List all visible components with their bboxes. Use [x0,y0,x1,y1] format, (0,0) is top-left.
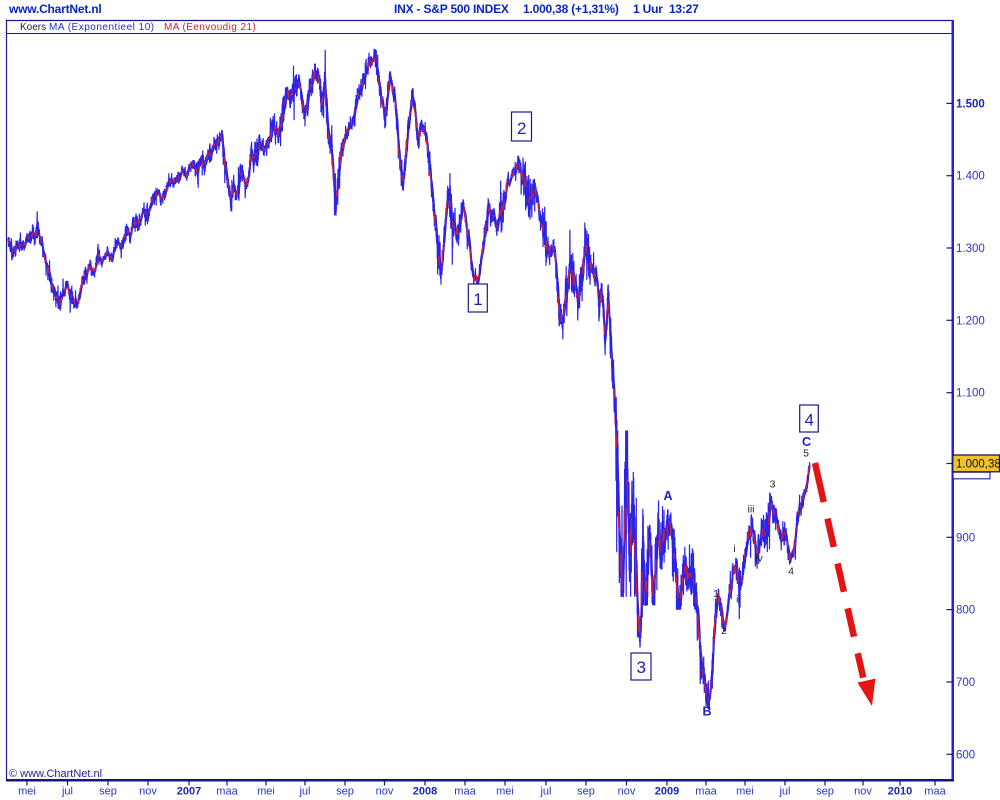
svg-text:600: 600 [956,749,975,761]
svg-text:maa: maa [695,786,717,798]
svg-text:3: 3 [770,479,776,491]
svg-text:mei: mei [257,786,275,798]
svg-text:2008: 2008 [413,786,437,798]
svg-text:4: 4 [804,411,813,430]
svg-text:maa: maa [454,786,476,798]
svg-text:jul: jul [61,786,73,798]
svg-text:sep: sep [816,786,834,798]
svg-text:1: 1 [713,588,719,600]
svg-text:sep: sep [336,786,354,798]
svg-text:1: 1 [473,290,482,309]
svg-text:jul: jul [298,786,310,798]
svg-text:sep: sep [577,786,595,798]
svg-text:sep: sep [99,786,117,798]
svg-text:Koers: Koers [20,22,46,33]
svg-text:2009: 2009 [655,786,679,798]
svg-text:ii: ii [736,594,741,606]
svg-text:iii: iii [748,504,755,516]
svg-text:jul: jul [539,786,551,798]
svg-text:i: i [733,543,735,555]
svg-text:A: A [663,489,672,503]
svg-text:1.500: 1.500 [956,98,985,110]
svg-text:2: 2 [517,119,526,138]
svg-text:© www.ChartNet.nl: © www.ChartNet.nl [9,768,102,780]
svg-text:1.300: 1.300 [956,243,985,255]
svg-text:maa: maa [216,786,238,798]
svg-text:jul: jul [778,786,790,798]
svg-text:MA (Eenvoudig 21): MA (Eenvoudig 21) [164,22,256,33]
svg-text:nov: nov [618,786,636,798]
svg-text:2007: 2007 [177,786,201,798]
svg-text:900: 900 [956,532,975,544]
svg-text:nov: nov [139,786,157,798]
svg-text:B: B [702,705,711,719]
svg-text:5: 5 [803,448,809,460]
svg-text:1.400: 1.400 [956,171,985,183]
svg-text:800: 800 [956,605,975,617]
svg-text:iv: iv [755,553,763,565]
svg-text:1.000,38: 1.000,38 [956,459,1000,471]
svg-text:mei: mei [496,786,514,798]
svg-text:2: 2 [721,625,727,637]
svg-text:4: 4 [788,566,794,578]
svg-text:mei: mei [18,786,36,798]
svg-text:C: C [802,435,811,449]
svg-text:3: 3 [636,658,645,677]
svg-text:mei: mei [736,786,754,798]
svg-text:nov: nov [854,786,872,798]
svg-text:700: 700 [956,677,975,689]
svg-text:1.100: 1.100 [956,388,985,400]
svg-text:nov: nov [376,786,394,798]
svg-text:1.200: 1.200 [956,315,985,327]
svg-text:maa: maa [924,786,946,798]
svg-text:MA (Exponentieel 10): MA (Exponentieel 10) [49,22,155,33]
svg-text:2010: 2010 [888,786,912,798]
